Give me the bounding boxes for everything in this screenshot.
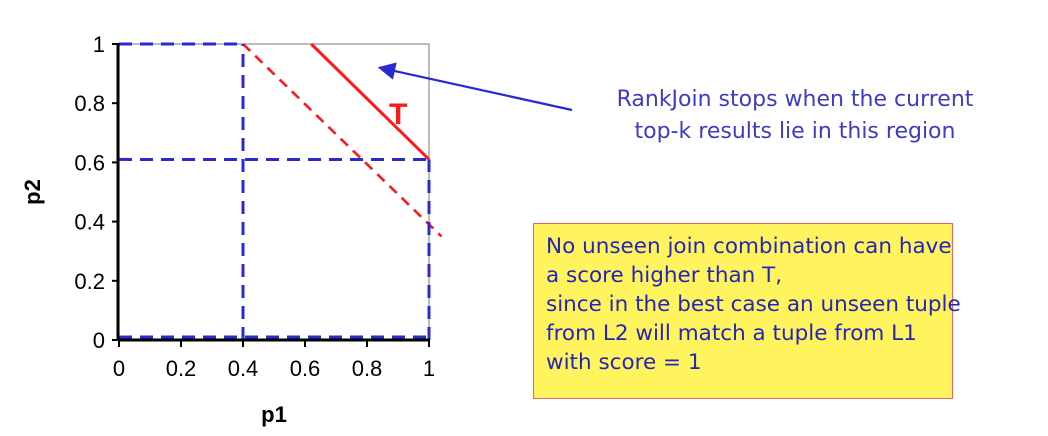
y-tick-label: 0.6: [74, 150, 105, 175]
threshold-dashed-line: [242, 43, 443, 238]
y-tick-label: 0: [93, 328, 105, 353]
note-line: No unseen join combination can have: [546, 234, 952, 259]
y-axis-title: p2: [20, 179, 45, 205]
note-line: with score = 1: [546, 350, 702, 375]
note-line: a score higher than T,: [546, 263, 783, 288]
series-layer: [119, 42, 443, 340]
x-tick-label: 0.6: [290, 356, 321, 381]
y-tick-label: 0.2: [74, 269, 105, 294]
note-line: since in the best case an unseen tuple: [546, 292, 961, 317]
y-tick-label: 0.8: [74, 91, 105, 116]
annotation-text: RankJoin stops when the current top-k re…: [616, 87, 974, 144]
x-tick-label: 1: [423, 356, 435, 381]
threshold-line: [310, 42, 431, 161]
y-tick-label: 1: [93, 32, 105, 57]
x-axis-title: p1: [261, 402, 287, 427]
annotation-arrow: [377, 62, 573, 112]
note-line: from L2 will match a tuple from L1: [546, 321, 917, 346]
note-box: No unseen join combination can have a sc…: [533, 223, 961, 399]
x-tick-label: 0.2: [166, 356, 197, 381]
tick-layer: 0 0.2 0.4 0.6 0.8 1 0 0.2 0.4 0.6 0.8 1: [74, 32, 435, 381]
plot-frame: [118, 43, 430, 341]
y-tick-label: 0.4: [74, 210, 105, 235]
x-tick-label: 0.8: [352, 356, 383, 381]
x-tick-label: 0: [113, 356, 125, 381]
x-tick-label: 0.4: [228, 356, 259, 381]
threshold-label: T: [389, 98, 407, 131]
